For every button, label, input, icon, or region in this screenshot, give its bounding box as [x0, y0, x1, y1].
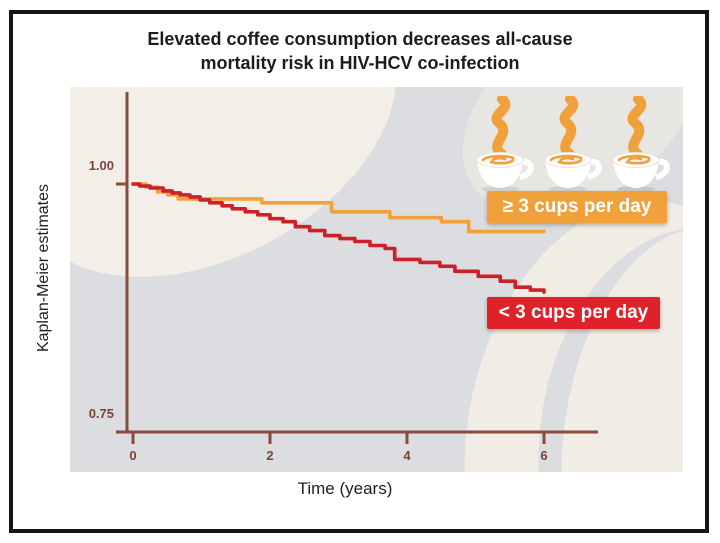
cup-shadow [617, 186, 655, 192]
coffee-cup-icon [476, 96, 534, 192]
steam-swirl [627, 96, 647, 159]
x-tick-label-6: 6 [540, 448, 548, 463]
cup-shadow [549, 186, 587, 192]
coffee-cups-illustration [469, 96, 670, 192]
latte-swirl [617, 154, 651, 165]
y-tick-label-0.75: 0.75 [88, 406, 114, 421]
cup-handle [519, 158, 534, 180]
y-tick-label-1.00: 1.00 [88, 158, 114, 173]
steam-swirl [559, 96, 579, 159]
chart-title-line2: mortality risk in HIV-HCV co-infection [200, 53, 520, 73]
latte-swirl [481, 154, 515, 165]
chart-title: Elevated coffee consumption decreases al… [0, 27, 720, 75]
latte-swirl [549, 154, 583, 165]
x-tick-label-4: 4 [403, 448, 411, 463]
x-tick-label-0: 0 [129, 448, 137, 463]
steam-swirl [491, 96, 511, 159]
y-axis-title: Kaplan-Meier estimates [35, 183, 52, 353]
legend-badge-high-consumption: ≥ 3 cups per day [487, 191, 667, 223]
legend-badge-low-consumption: < 3 cups per day [487, 297, 660, 329]
coffee-bean-crease [153, 87, 488, 331]
coffee-cup-icon [544, 96, 602, 192]
cup-handle [655, 158, 670, 180]
chart-title-line1: Elevated coffee consumption decreases al… [147, 29, 573, 49]
cup-handle [587, 158, 602, 180]
x-axis-title: Time (years) [297, 479, 393, 498]
x-tick-label-2: 2 [266, 448, 274, 463]
coffee-cup-icon [612, 96, 670, 192]
